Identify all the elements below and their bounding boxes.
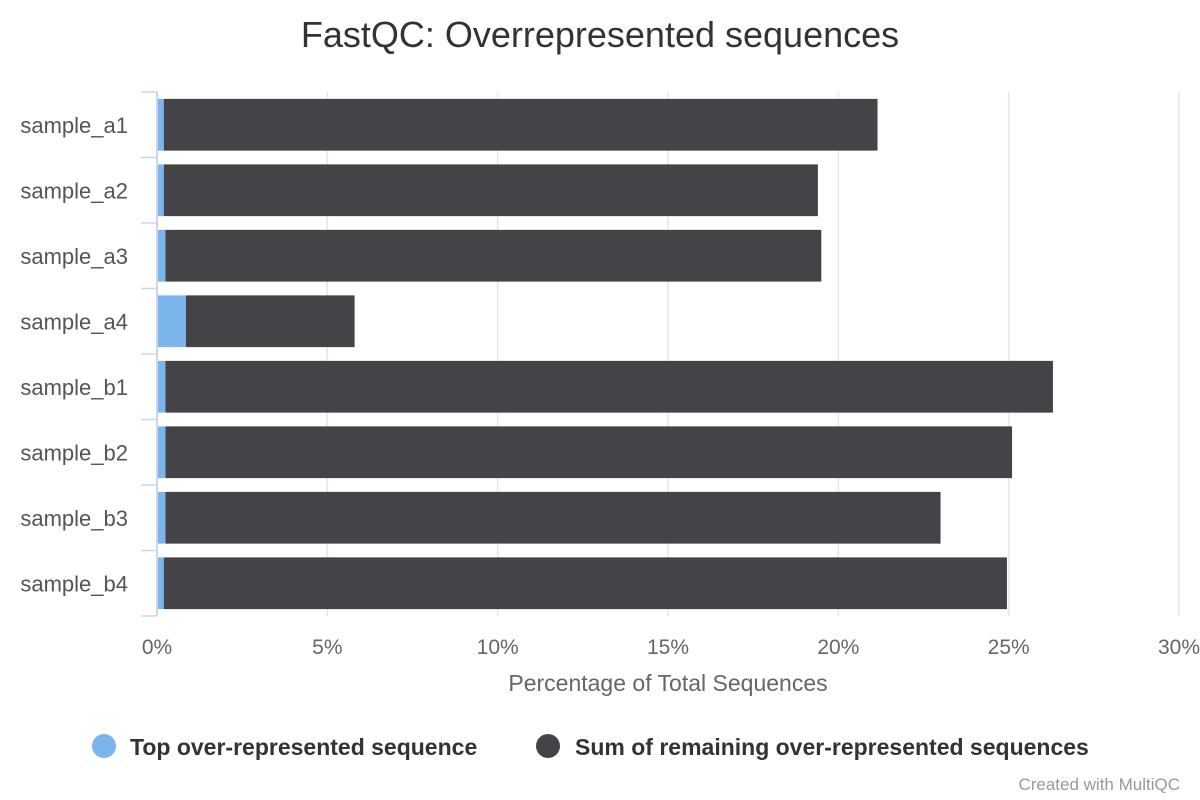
x-tick-labels: 0% 5% 10% 15% 20% 25% 30% [142, 636, 1200, 659]
bar-remaining-sequences[interactable] [185, 295, 355, 348]
legend-label: Sum of remaining over-represented sequen… [575, 734, 1089, 760]
x-tick-label: 5% [312, 636, 342, 659]
legend-marker [536, 734, 560, 758]
credit-link[interactable]: Created with MultiQC [1018, 775, 1180, 794]
x-tick-label: 0% [142, 636, 172, 659]
bar-top-sequence[interactable] [157, 295, 186, 348]
bar-top-sequence[interactable] [157, 426, 166, 479]
category-label: sample_b1 [20, 375, 128, 400]
bar-remaining-sequences[interactable] [163, 557, 1007, 610]
bars [157, 98, 1053, 610]
bar-remaining-sequences[interactable] [163, 98, 878, 151]
x-tick-label: 15% [647, 636, 689, 659]
bar-remaining-sequences[interactable] [163, 164, 818, 217]
category-label: sample_b4 [20, 571, 128, 596]
x-axis-title: Percentage of Total Sequences [508, 670, 827, 696]
x-tick-label: 30% [1158, 636, 1200, 659]
bar-remaining-sequences[interactable] [165, 426, 1013, 479]
chart-title: FastQC: Overrepresented sequences [301, 14, 899, 55]
bar-top-sequence[interactable] [157, 557, 164, 610]
x-tick-label: 25% [988, 636, 1030, 659]
axes [141, 91, 158, 617]
legend-label: Top over-represented sequence [130, 734, 477, 760]
category-label: sample_a3 [20, 244, 128, 269]
bar-remaining-sequences[interactable] [165, 491, 941, 544]
x-tick-label: 20% [817, 636, 859, 659]
bar-remaining-sequences[interactable] [165, 360, 1053, 413]
legend-item[interactable]: Top over-represented sequence [92, 734, 477, 760]
legend-marker [92, 734, 116, 758]
legend-item[interactable]: Sum of remaining over-represented sequen… [536, 734, 1089, 760]
category-label: sample_a4 [20, 309, 128, 334]
legend[interactable]: Top over-represented sequence Sum of rema… [92, 734, 1089, 760]
category-label: sample_b2 [20, 440, 128, 465]
category-label: sample_b3 [20, 506, 128, 531]
bar-top-sequence[interactable] [157, 164, 164, 217]
category-label: sample_a1 [20, 113, 128, 138]
category-label: sample_a2 [20, 178, 128, 203]
bar-top-sequence[interactable] [157, 98, 164, 151]
bar-remaining-sequences[interactable] [165, 229, 822, 282]
category-labels: sample_a1 sample_a2 sample_a3 sample_a4samp… [20, 113, 128, 597]
bar-top-sequence[interactable] [157, 491, 166, 544]
bar-top-sequence[interactable] [157, 229, 166, 282]
x-tick-label: 10% [477, 636, 519, 659]
bar-top-sequence[interactable] [157, 360, 166, 413]
